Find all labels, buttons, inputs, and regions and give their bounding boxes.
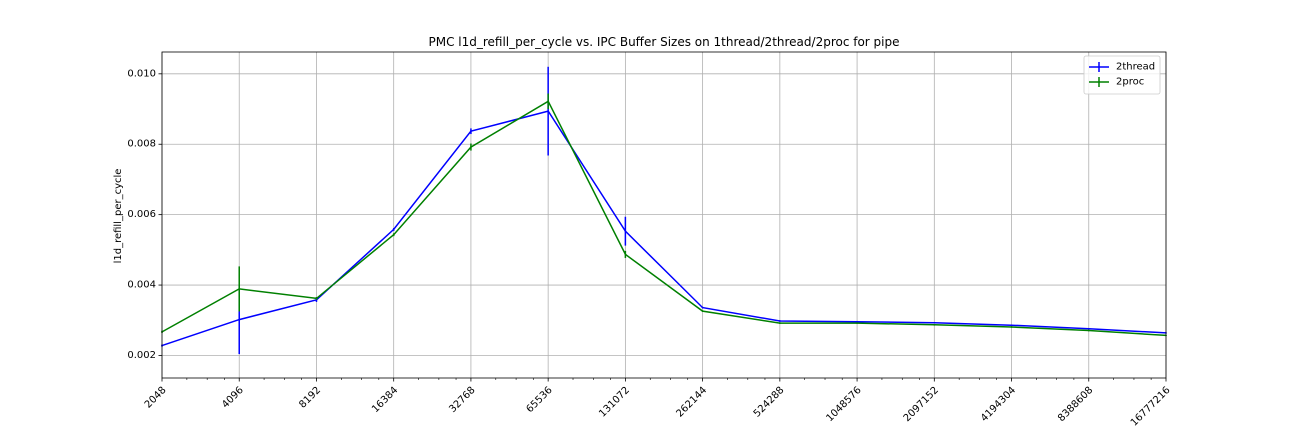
data-point — [547, 110, 549, 112]
y-tick-label: 0.010 — [127, 68, 156, 79]
data-point — [1010, 326, 1013, 328]
data-point — [701, 310, 704, 312]
data-point — [547, 100, 549, 103]
legend: 2thread 2proc — [1083, 55, 1161, 95]
y-tick-label: 0.008 — [127, 139, 156, 150]
data-point — [392, 233, 395, 236]
y-axis-label: l1d_refill_per_cycle — [113, 169, 124, 264]
data-point — [238, 318, 241, 321]
data-point — [470, 146, 472, 148]
data-point — [470, 130, 472, 133]
y-tick-label: 0.004 — [127, 280, 156, 291]
data-point — [392, 228, 395, 231]
data-point — [1087, 329, 1090, 332]
data-point — [779, 320, 781, 322]
data-point — [856, 320, 858, 323]
y-tick-label: 0.006 — [127, 209, 156, 220]
data-point — [1010, 324, 1013, 326]
data-point — [624, 230, 627, 232]
legend-label: 2proc — [1116, 77, 1144, 88]
series-2proc — [161, 93, 1167, 337]
data-point — [933, 321, 936, 324]
legend-label: 2thread — [1116, 62, 1155, 73]
chart-title: PMC l1d_refill_per_cycle vs. IPC Buffer … — [428, 35, 899, 49]
plot-series — [161, 66, 1167, 355]
series-line-2proc — [161, 100, 1167, 337]
data-point — [779, 322, 781, 324]
data-point — [701, 306, 704, 309]
data-point — [933, 324, 936, 326]
data-point — [856, 322, 858, 324]
data-point — [1087, 327, 1090, 330]
legend-box — [1083, 55, 1161, 95]
y-tick-label: 0.002 — [127, 350, 156, 361]
data-point — [315, 297, 318, 300]
grid-lines — [161, 52, 1167, 378]
data-point — [238, 288, 241, 290]
data-point — [624, 253, 627, 256]
